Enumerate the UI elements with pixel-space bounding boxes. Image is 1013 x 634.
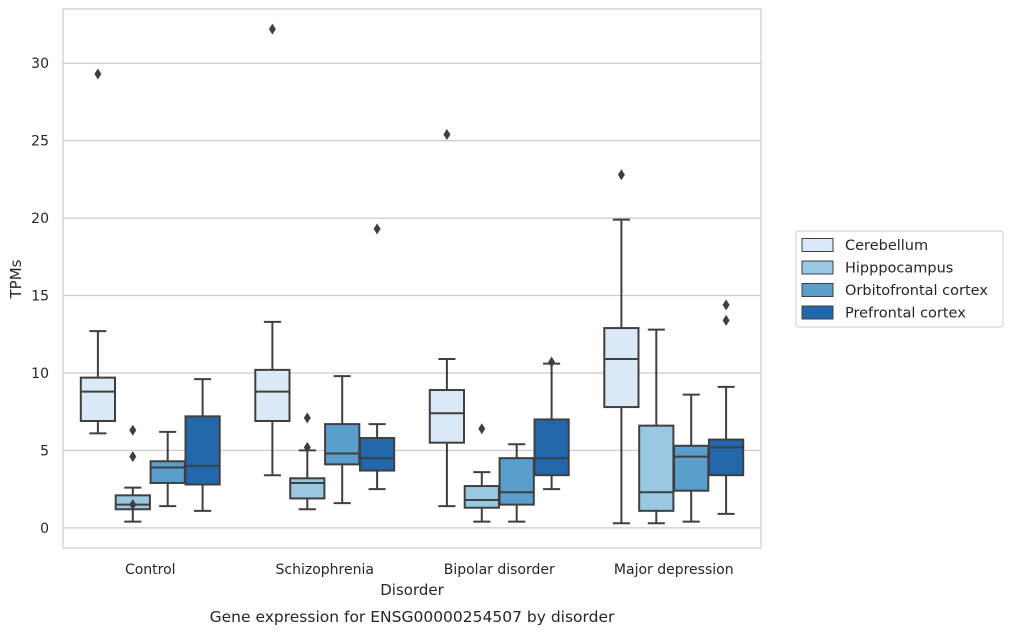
legend-swatch (801, 305, 834, 320)
iqr-box (603, 327, 640, 409)
box-hipppocampus (114, 424, 151, 523)
iqr-box (358, 437, 396, 472)
legend-frame (795, 230, 1004, 328)
legend-label: Orbitofrontal cortex (845, 283, 988, 299)
outlier-point (129, 424, 137, 436)
legend: Cerebellum Hipppocampus Orbitofrontal cort… (795, 230, 1004, 328)
iqr-box (254, 368, 291, 422)
y-tick-label: 20 (31, 211, 49, 227)
plot-area-frame (62, 8, 762, 549)
box-orbitofrontal-cortex (149, 430, 186, 508)
box-hipppocampus (289, 412, 326, 511)
x-axis-label: Disorder (380, 581, 444, 599)
legend-swatch (801, 260, 834, 275)
x-tick-label: Control (125, 562, 176, 578)
y-tick-label: 10 (31, 366, 49, 382)
box-cerebellum (603, 169, 640, 525)
box-prefrontal-cortex (533, 356, 570, 491)
iqr-box (533, 418, 570, 477)
box-prefrontal-cortex (707, 299, 745, 515)
outlier-point (303, 441, 311, 453)
gridlines (63, 62, 761, 529)
iqr-box (673, 444, 710, 492)
outlier-point (617, 169, 625, 181)
y-tick-label: 25 (31, 134, 49, 150)
legend-label: Prefrontal cortex (845, 306, 966, 322)
iqr-box (79, 376, 117, 422)
outlier-point (129, 451, 137, 463)
iqr-box (149, 460, 186, 484)
outlier-point (94, 68, 102, 80)
box-cerebellum (254, 23, 291, 477)
box-prefrontal-cortex (184, 378, 221, 512)
x-tick-label: Bipolar disorder (444, 562, 555, 578)
outlier-point (268, 23, 276, 35)
iqr-box (463, 485, 500, 509)
box-prefrontal-cortex (358, 223, 396, 491)
y-axis-label: TPMs (7, 259, 25, 299)
chart-caption: Gene expression for ENSG00000254507 by d… (210, 608, 615, 626)
x-tick-labels: Control Schizophrenia Bipolar disorder Majo… (125, 562, 734, 578)
iqr-box (184, 415, 221, 486)
box-hipppocampus (463, 423, 500, 523)
x-tick-label: Major depression (614, 562, 734, 578)
box-orbitofrontal-cortex (324, 375, 361, 505)
outlier-point (722, 314, 730, 326)
y-tick-labels: 0 5 10 15 20 25 30 (31, 56, 49, 537)
box-cerebellum (428, 128, 466, 508)
outlier-point (722, 299, 730, 311)
legend-swatch (801, 283, 834, 297)
y-tick-label: 5 (40, 443, 49, 459)
box-cerebellum (79, 68, 117, 435)
legend-swatch (801, 238, 834, 252)
outlier-point (548, 356, 556, 368)
outlier-point (478, 423, 486, 435)
x-tick-label: Schizophrenia (276, 562, 374, 578)
boxes (79, 23, 745, 525)
y-tick-label: 15 (31, 289, 49, 305)
outlier-point (373, 223, 381, 235)
box-orbitofrontal-cortex (498, 443, 535, 523)
legend-label: Hipppocampus (845, 261, 953, 277)
outlier-point (443, 128, 451, 140)
outlier-point (303, 412, 311, 424)
box-hipppocampus (638, 328, 675, 525)
iqr-box (289, 477, 326, 500)
iqr-box (428, 389, 466, 444)
iqr-box (707, 438, 745, 477)
iqr-box (638, 424, 675, 512)
iqr-box (324, 423, 361, 466)
outlier-point (129, 499, 137, 511)
iqr-box (498, 457, 535, 506)
y-tick-label: 30 (31, 56, 49, 72)
legend-label: Cerebellum (845, 238, 928, 254)
box-orbitofrontal-cortex (673, 393, 710, 523)
y-tick-label: 0 (40, 521, 49, 537)
